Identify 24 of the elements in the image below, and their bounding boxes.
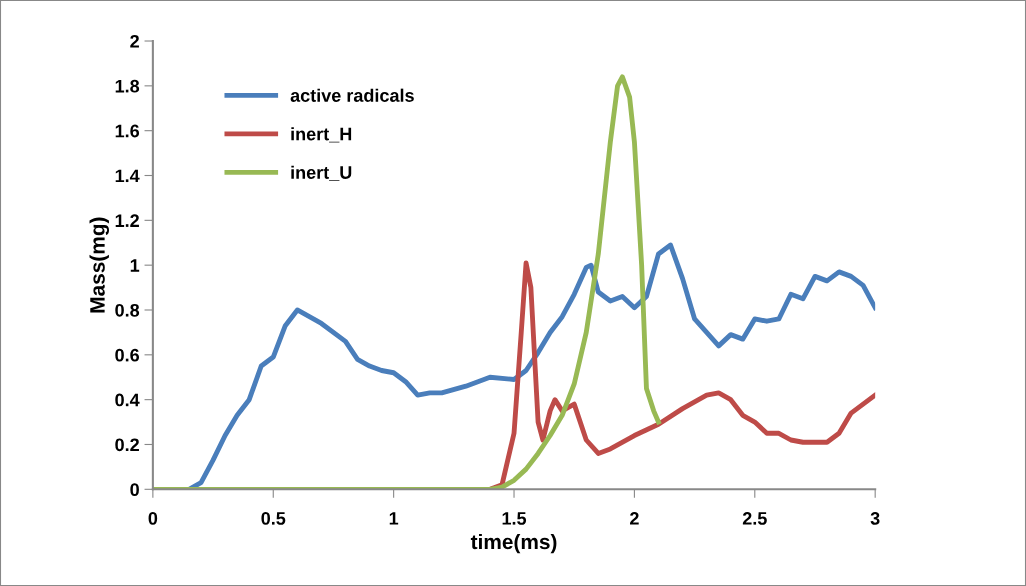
x-tick-label: 0 — [148, 512, 158, 525]
x-tick-label: 1 — [389, 512, 399, 525]
y-axis-title: Mass(mg) — [89, 217, 110, 313]
y-tick-label: 1.6 — [115, 124, 140, 138]
y-tick-label: 1.4 — [115, 169, 140, 183]
y-tick-label: 1.8 — [115, 79, 140, 93]
x-tick-label: 3 — [870, 512, 880, 525]
line-series — [152, 74, 661, 490]
y-tick-label: 2 — [130, 34, 139, 48]
legend-label: active radicals — [290, 88, 414, 102]
x-axis-title: time(ms) — [470, 533, 557, 554]
legend-label: inert_H — [291, 127, 352, 143]
y-tick-label: 0.8 — [115, 303, 140, 317]
x-tick-label: 2 — [630, 512, 639, 525]
x-tick-label: 1.5 — [502, 512, 527, 525]
x-tick-label: 0.5 — [261, 512, 286, 525]
y-tick-label: 0.4 — [115, 393, 140, 407]
y-tick-label: 0.2 — [115, 438, 139, 452]
x-tick-label: 2.5 — [742, 512, 767, 525]
y-tick-label: 1 — [130, 259, 140, 272]
y-tick-label: 0.6 — [115, 348, 140, 362]
legend-label: inert_U — [291, 165, 352, 181]
y-tick-label: 1.2 — [115, 214, 139, 227]
y-tick-label: 0 — [130, 483, 139, 497]
